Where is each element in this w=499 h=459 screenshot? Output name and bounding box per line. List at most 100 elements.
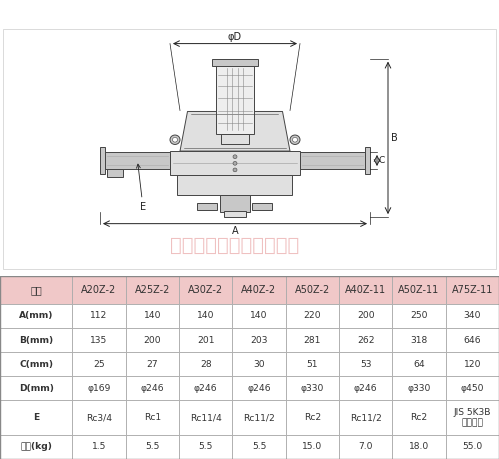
Bar: [339, 328, 392, 352]
Bar: [221, 134, 249, 144]
Text: 7.0: 7.0: [358, 442, 373, 452]
Text: 112: 112: [90, 312, 108, 320]
Bar: [126, 400, 179, 435]
Text: 5.5: 5.5: [252, 442, 266, 452]
Bar: [179, 376, 233, 400]
Bar: [72, 376, 126, 400]
Bar: [72, 304, 126, 328]
Bar: [339, 304, 392, 328]
Text: 220: 220: [303, 312, 321, 320]
Text: 262: 262: [357, 336, 374, 345]
Bar: [392, 276, 446, 304]
Bar: [446, 400, 499, 435]
Bar: [216, 61, 254, 134]
Text: Rc11/4: Rc11/4: [190, 413, 222, 422]
Circle shape: [170, 135, 180, 145]
Circle shape: [233, 162, 237, 165]
Text: A25Z-2: A25Z-2: [135, 285, 170, 295]
Bar: [72, 276, 126, 304]
Bar: [446, 376, 499, 400]
Bar: [339, 400, 392, 435]
Bar: [392, 376, 446, 400]
Text: 东莞市灵越商贸有限公司: 东莞市灵越商贸有限公司: [170, 236, 299, 255]
Text: 250: 250: [410, 312, 428, 320]
Bar: [0, 400, 72, 435]
Bar: [100, 147, 105, 174]
Bar: [0, 328, 72, 352]
Bar: [126, 352, 179, 376]
Text: A50Z-2: A50Z-2: [295, 285, 330, 295]
Text: 27: 27: [147, 359, 158, 369]
Bar: [339, 435, 392, 459]
Text: A(mm): A(mm): [19, 312, 53, 320]
Bar: [339, 376, 392, 400]
Bar: [170, 151, 300, 174]
Text: 30: 30: [253, 359, 265, 369]
Bar: [392, 304, 446, 328]
Text: A40Z-2: A40Z-2: [242, 285, 276, 295]
Text: 200: 200: [357, 312, 374, 320]
Bar: [107, 169, 123, 177]
Text: 203: 203: [250, 336, 268, 345]
Bar: [178, 174, 292, 196]
Circle shape: [233, 155, 237, 159]
Text: 外形寸法(A20Z-2～A75Z-11): 外形寸法(A20Z-2～A75Z-11): [6, 7, 164, 20]
Bar: [126, 376, 179, 400]
Text: 型式: 型式: [30, 285, 42, 295]
Text: A75Z-11: A75Z-11: [452, 285, 493, 295]
Bar: [126, 328, 179, 352]
Text: 55.0: 55.0: [462, 442, 483, 452]
Text: B(mm): B(mm): [19, 336, 53, 345]
Text: C: C: [379, 156, 385, 165]
Bar: [126, 435, 179, 459]
Text: 140: 140: [197, 312, 215, 320]
Text: Rc11/2: Rc11/2: [243, 413, 275, 422]
Bar: [0, 435, 72, 459]
Bar: [392, 400, 446, 435]
Text: 18.0: 18.0: [409, 442, 429, 452]
Text: A: A: [232, 225, 239, 235]
Bar: [233, 328, 285, 352]
Text: 135: 135: [90, 336, 108, 345]
Text: 質量(kg): 質量(kg): [20, 442, 52, 452]
Bar: [198, 203, 218, 210]
Text: 25: 25: [93, 359, 105, 369]
Text: 281: 281: [303, 336, 321, 345]
Text: φ330: φ330: [407, 384, 431, 392]
Bar: [285, 276, 339, 304]
Bar: [285, 304, 339, 328]
Text: 140: 140: [250, 312, 268, 320]
Bar: [233, 304, 285, 328]
Bar: [392, 328, 446, 352]
Bar: [126, 276, 179, 304]
Text: φD: φD: [228, 32, 242, 42]
Bar: [72, 435, 126, 459]
Bar: [233, 435, 285, 459]
Bar: [179, 435, 233, 459]
Text: 53: 53: [360, 359, 371, 369]
Bar: [285, 400, 339, 435]
Text: E: E: [136, 164, 146, 213]
Bar: [0, 376, 72, 400]
Bar: [72, 328, 126, 352]
Bar: [179, 328, 233, 352]
Text: φ246: φ246: [141, 384, 164, 392]
Bar: [446, 352, 499, 376]
Text: Rc2: Rc2: [304, 413, 321, 422]
Text: φ246: φ246: [194, 384, 218, 392]
Bar: [179, 304, 233, 328]
Text: Rc3/4: Rc3/4: [86, 413, 112, 422]
Bar: [72, 400, 126, 435]
Bar: [0, 304, 72, 328]
Text: 201: 201: [197, 336, 215, 345]
Text: Rc11/2: Rc11/2: [350, 413, 382, 422]
Text: 318: 318: [410, 336, 428, 345]
Text: 64: 64: [413, 359, 425, 369]
Circle shape: [292, 137, 297, 142]
Text: D(mm): D(mm): [18, 384, 53, 392]
Text: φ246: φ246: [354, 384, 377, 392]
Bar: [339, 352, 392, 376]
Bar: [105, 152, 170, 169]
Text: A30Z-2: A30Z-2: [188, 285, 223, 295]
Text: 120: 120: [464, 359, 481, 369]
